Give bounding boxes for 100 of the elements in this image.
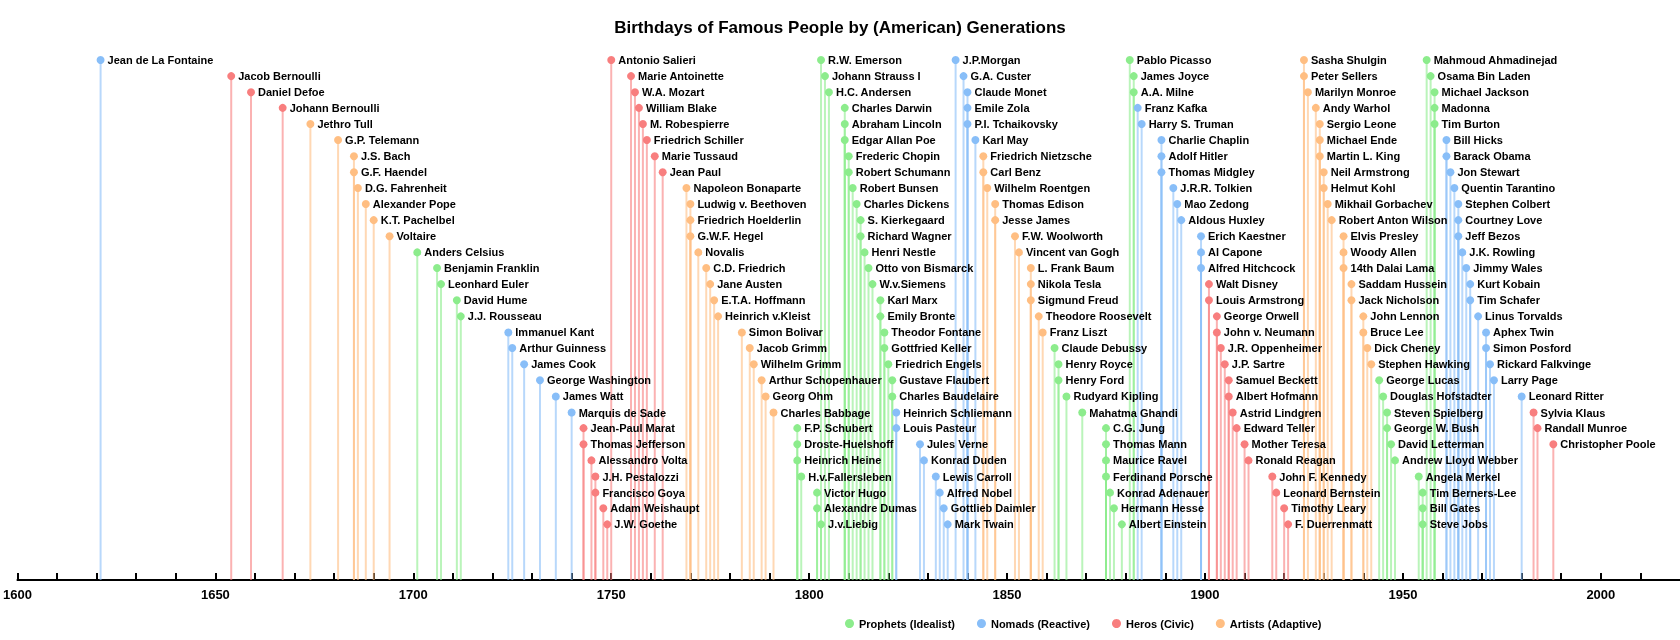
annotation: Thomas Mann <box>1113 438 1188 451</box>
annotation: Lewis Carroll <box>942 470 1012 483</box>
annotation: Linus Torvalds <box>1485 310 1563 323</box>
annotation: Courtney Love <box>1465 214 1543 227</box>
annotation: Rudyard Kipling <box>1073 390 1159 403</box>
annotation: John v. Neumann <box>1223 326 1316 339</box>
annotation: Henry Ford <box>1065 374 1125 387</box>
annotation: Marie Tussaud <box>661 150 738 163</box>
x-tick-label: 1800 <box>794 587 824 602</box>
annotation: Madonna <box>1441 101 1491 114</box>
legend-label: Heros (Civic) <box>1125 617 1195 630</box>
annotation: Bill Hicks <box>1453 134 1503 147</box>
annotation: Jane Austen <box>717 278 783 291</box>
annotation: Neil Armstrong <box>1330 166 1410 179</box>
x-tick-label: 1700 <box>398 587 428 602</box>
annotation: Claude Debussy <box>1061 342 1149 355</box>
annotation: Franz Kafka <box>1144 101 1208 114</box>
annotation: Bill Gates <box>1429 502 1481 515</box>
annotation: Karl May <box>982 134 1030 147</box>
annotation: Johann Bernoulli <box>289 101 380 114</box>
legend-label: Nomads (Reactive) <box>990 617 1091 630</box>
annotation: L. Frank Baum <box>1037 262 1115 274</box>
annotation: Edgar Allan Poe <box>851 134 936 147</box>
annotation: H.v.Fallersleben <box>808 470 893 483</box>
annotation: Vincent van Gogh <box>1025 246 1120 259</box>
annotation: James Cook <box>531 358 597 371</box>
annotation: Jacob Bernoulli <box>238 70 321 83</box>
annotation: Peter Sellers <box>1310 70 1378 83</box>
annotation: Timothy Leary <box>1291 502 1368 515</box>
annotation: Heinrich Schliemann <box>903 406 1013 419</box>
x-tick-label: 1600 <box>3 587 32 602</box>
annotation: Daniel Defoe <box>258 86 325 99</box>
annotation: Friedrich Schiller <box>653 134 745 147</box>
annotation: Marquis de Sade <box>578 406 667 419</box>
annotation: Jethro Tull <box>317 117 373 130</box>
annotation: Simon Bolivar <box>748 326 824 339</box>
annotation: Aphex Twin <box>1493 326 1555 339</box>
annotation: Charles Babbage <box>780 406 871 419</box>
annotation: 14th Dalai Lama <box>1350 262 1436 274</box>
annotation: Claude Monet <box>974 86 1047 99</box>
annotation: J.K. Rowling <box>1469 246 1536 259</box>
annotation: Jeff Bezos <box>1465 230 1521 243</box>
annotation: Francisco Goya <box>602 486 686 499</box>
annotation: Leonard Ritter <box>1528 390 1605 403</box>
annotation: Otto von Bismarck <box>875 262 975 274</box>
annotation: Louis Armstrong <box>1215 294 1305 307</box>
annotation: Mao Zedong <box>1184 198 1250 211</box>
annotation: George Washington <box>546 374 652 387</box>
annotation: Steve Jobs <box>1429 518 1488 531</box>
annotation: Jack Nicholson <box>1358 294 1440 307</box>
annotation: Angela Merkel <box>1425 470 1501 483</box>
annotation: Friedrich Nietzsche <box>990 150 1092 163</box>
annotation: Stephen Colbert <box>1465 198 1551 211</box>
annotation: F.P. Schubert <box>804 422 873 435</box>
annotation: Konrad Adenauer <box>1116 486 1210 499</box>
x-tick-label: 1650 <box>200 587 230 602</box>
annotation: Louis Pasteur <box>903 422 977 435</box>
x-tick-label: 2000 <box>1586 587 1616 602</box>
annotation: Theodore Roosevelt <box>1045 310 1152 323</box>
annotation: Arthur Schopenhauer <box>768 374 883 387</box>
x-tick-label: 1900 <box>1190 587 1220 602</box>
annotation: Tim Schafer <box>1477 294 1541 307</box>
annotation: Erich Kaestner <box>1208 230 1287 243</box>
annotation: Gottlieb Daimler <box>950 502 1037 515</box>
annotation: Pablo Picasso <box>1136 54 1212 66</box>
annotation: Jimmy Wales <box>1473 262 1543 274</box>
annotation: Helmut Kohl <box>1330 181 1396 194</box>
annotation: Jon Stewart <box>1457 166 1521 179</box>
annotation: Alexander Pope <box>372 198 456 211</box>
annotation: Abraham Lincoln <box>851 117 942 130</box>
legend-label: Prophets (Idealist) <box>859 617 956 630</box>
annotation: Sasha Shulgin <box>1310 54 1388 66</box>
annotation: William Blake <box>645 101 717 114</box>
annotation: H.C. Andersen <box>835 86 912 99</box>
annotation: Dick Cheney <box>1374 342 1442 355</box>
annotation: Jean-Paul Marat <box>590 422 676 435</box>
annotation: D.G. Fahrenheit <box>364 181 448 194</box>
annotation: Alexandre Dumas <box>824 502 917 515</box>
annotation: Quentin Tarantino <box>1461 181 1556 194</box>
annotation: James Joyce <box>1140 70 1210 83</box>
annotation: David Letterman <box>1398 438 1485 451</box>
annotation: George Orwell <box>1223 310 1300 323</box>
annotation: Adolf Hitler <box>1168 150 1229 163</box>
annotation: Ferdinand Porsche <box>1113 470 1213 483</box>
annotation: Andy Warhol <box>1322 101 1391 114</box>
annotation: Robert Anton Wilson <box>1338 214 1448 227</box>
annotation: Napoleon Bonaparte <box>693 181 802 194</box>
annotation: Johann Strauss I <box>831 70 921 83</box>
annotation: Astrid Lindgren <box>1239 406 1322 419</box>
annotation: M. Robespierre <box>649 117 730 130</box>
annotation: Bruce Lee <box>1370 326 1424 339</box>
annotation: Droste-Huelshoff <box>804 438 894 451</box>
annotation: G.P. Telemann <box>345 134 420 147</box>
annotation: Kurt Kobain <box>1477 278 1541 291</box>
annotation: George Lucas <box>1386 374 1460 387</box>
annotation: Martin L. King <box>1326 150 1401 163</box>
annotation: G.F. Haendel <box>360 166 427 179</box>
annotation: Nikola Tesla <box>1037 278 1103 291</box>
annotation: Carl Benz <box>990 166 1042 179</box>
annotation: G.W.F. Hegel <box>697 230 764 243</box>
